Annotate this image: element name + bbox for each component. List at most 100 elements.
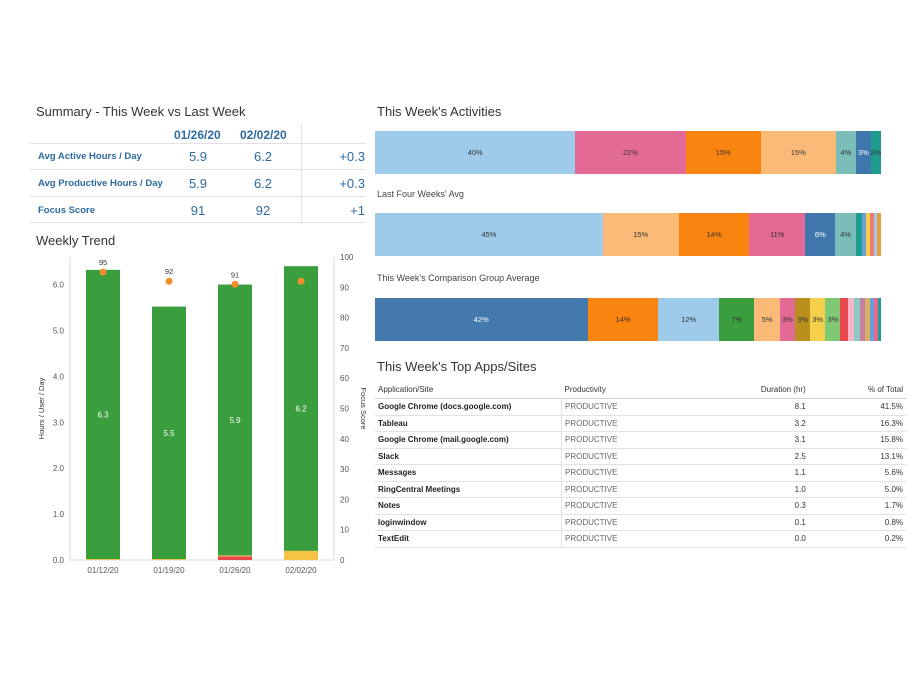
productivity-cell: PRODUCTIVE [561, 464, 688, 482]
y-tick-label: 2.0 [53, 464, 65, 473]
stack-segment: 6% [805, 213, 836, 256]
stack-segment [860, 298, 866, 341]
stack-segment [877, 298, 881, 341]
duration-cell: 8.1 [688, 398, 809, 416]
percent-cell: 13.1% [808, 448, 906, 465]
focus-score-label: 95 [99, 258, 107, 267]
last-four-weeks-title: Last Four Weeks' Avg [377, 189, 464, 199]
productive-bar [86, 269, 120, 560]
duration-cell: 0.0 [688, 530, 809, 548]
last-four-weeks-bar: 45% 15% 14% 11% 6% 4% [375, 213, 881, 256]
stack-segment: 7% [719, 298, 755, 341]
focus-score-dot [297, 277, 305, 285]
app-name-cell: TextEdit [375, 530, 562, 548]
percent-cell: 15.8% [808, 431, 906, 449]
duration-cell: 3.1 [688, 431, 809, 449]
stack-segment [861, 213, 866, 256]
comparison-group-title: This Week's Comparison Group Average [377, 273, 540, 283]
stack-segment: 22% [575, 131, 686, 174]
stack-segment [869, 213, 874, 256]
stack-segment: 4% [835, 131, 856, 174]
productivity-cell: PRODUCTIVE [561, 448, 688, 465]
app-name-cell: Slack [375, 448, 562, 465]
x-tick-label: 01/19/20 [153, 566, 185, 575]
stack-segment: 12% [658, 298, 720, 341]
stack-segment [855, 213, 862, 256]
x-tick-label: 02/02/20 [285, 566, 317, 575]
focus-score-dot [165, 277, 173, 285]
table-row: Messages PRODUCTIVE 1.1 5.6% [375, 464, 906, 482]
y-tick-label: 3.0 [53, 418, 65, 427]
bar-value-label: 6.2 [295, 405, 307, 414]
y2-tick-label: 100 [340, 253, 354, 262]
app-name-cell: RingCentral Meetings [375, 481, 562, 498]
percent-cell: 41.5% [808, 398, 906, 416]
stack-segment: 45% [375, 213, 603, 256]
stack-segment: 14% [678, 213, 750, 256]
stack-segment: 15% [685, 131, 761, 174]
y2-tick-label: 30 [340, 465, 349, 474]
table-row: loginwindow PRODUCTIVE 0.1 0.8% [375, 514, 906, 531]
bar-value-label: 5.5 [163, 429, 175, 438]
summary-title: Summary - This Week vs Last Week [36, 104, 246, 119]
duration-cell: 1.1 [688, 464, 809, 482]
y-axis-title: Hours / User / Day [37, 377, 46, 439]
stack-segment: 11% [749, 213, 806, 256]
percent-cell: 5.6% [808, 464, 906, 482]
y2-tick-label: 10 [340, 526, 349, 535]
summary-row-label: Avg Active Hours / Day [38, 151, 142, 162]
stack-segment: 40% [375, 131, 576, 174]
y2-tick-label: 90 [340, 283, 349, 292]
percent-cell: 1.7% [808, 497, 906, 515]
summary-row-label: Avg Productive Hours / Day [38, 178, 163, 189]
productivity-cell: PRODUCTIVE [561, 415, 688, 432]
summary-value-current: 92 [255, 203, 271, 218]
summary-value-delta: +0.3 [339, 149, 365, 164]
stack-segment: 3% [855, 131, 871, 174]
summary-value-current: 6.2 [253, 176, 273, 191]
percent-cell: 16.3% [808, 415, 906, 432]
table-row: TextEdit PRODUCTIVE 0.0 0.2% [375, 530, 906, 548]
productivity-cell: PRODUCTIVE [561, 530, 688, 548]
x-tick-label: 01/12/20 [87, 566, 119, 575]
y2-tick-label: 0 [340, 556, 345, 565]
x-tick-label: 01/26/20 [219, 566, 251, 575]
productive-bar [284, 266, 318, 551]
stack-segment [840, 298, 849, 341]
stack-segment: 3% [779, 298, 795, 341]
focus-score-dot [99, 268, 107, 276]
y-tick-label: 5.0 [53, 326, 65, 335]
y2-tick-label: 60 [340, 374, 349, 383]
this-week-activities-bar: 40% 22% 15% 15% 4% 3% 2% [375, 131, 881, 174]
neutral-bar [218, 555, 252, 557]
summary-value-previous: 5.9 [188, 149, 208, 164]
table-row: RingCentral Meetings PRODUCTIVE 1.0 5.0% [375, 481, 906, 498]
y2-tick-label: 50 [340, 405, 349, 414]
stack-segment: 15% [760, 131, 836, 174]
summary-col-this-week: 02/02/20 [240, 128, 287, 142]
productive-bar [218, 284, 252, 556]
activities-title: This Week's Activities [377, 104, 502, 119]
top-apps-table: Application/Site Productivity Duration (… [375, 381, 906, 548]
top-apps-title: This Week's Top Apps/Sites [377, 359, 537, 374]
duration-cell: 1.0 [688, 481, 809, 498]
stack-segment: 14% [587, 298, 659, 341]
weekly-trend-title: Weekly Trend [36, 233, 116, 248]
stack-segment: 42% [375, 298, 588, 341]
neutral-bar [86, 559, 120, 560]
app-name-cell: Tableau [375, 415, 562, 432]
summary-value-delta: +0.3 [339, 176, 365, 191]
bar-value-label: 5.9 [229, 416, 241, 425]
focus-score-label: 91 [231, 270, 239, 279]
col-header-duration: Duration (hr) [688, 381, 809, 399]
app-name-cell: Google Chrome (docs.google.com) [375, 398, 562, 416]
stack-segment: 3% [810, 298, 826, 341]
focus-score-label: 92 [165, 267, 173, 276]
y-tick-label: 1.0 [53, 510, 65, 519]
app-name-cell: Google Chrome (mail.google.com) [375, 431, 562, 449]
stack-segment [848, 298, 855, 341]
y-tick-label: 0.0 [53, 556, 65, 565]
stack-segment [865, 298, 871, 341]
app-name-cell: loginwindow [375, 514, 562, 531]
duration-cell: 0.1 [688, 514, 809, 531]
